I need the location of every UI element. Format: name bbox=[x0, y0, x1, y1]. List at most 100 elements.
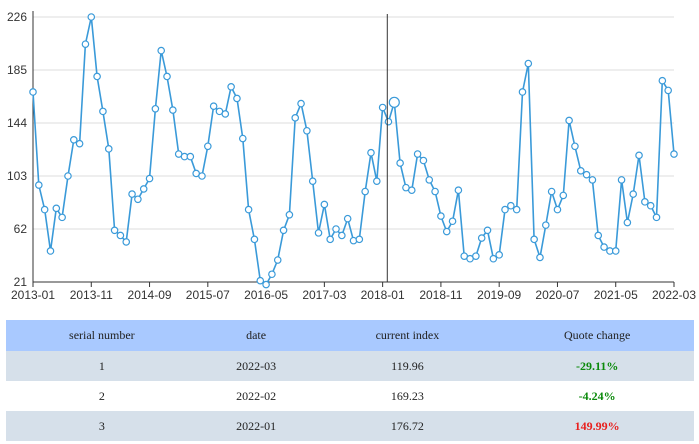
data-point bbox=[388, 96, 400, 108]
x-tick-label: 2016-05 bbox=[244, 288, 288, 302]
x-tick-label: 2019-09 bbox=[477, 288, 521, 302]
data-point bbox=[343, 214, 352, 223]
y-tick-label: 144 bbox=[7, 116, 27, 130]
data-point bbox=[396, 159, 404, 167]
x-tick-label: 2020-07 bbox=[535, 288, 579, 302]
data-point bbox=[419, 156, 428, 165]
y-axis: 21 62 103 144 185 226 bbox=[7, 10, 34, 289]
data-point bbox=[46, 247, 55, 255]
x-tick-label: 2018-11 bbox=[419, 288, 462, 302]
cell-change: -29.11% bbox=[500, 351, 694, 381]
data-point bbox=[291, 114, 300, 122]
data-point bbox=[489, 254, 498, 263]
data-point bbox=[384, 117, 393, 126]
cell-date: 2022-03 bbox=[197, 351, 315, 381]
cell-index: 119.96 bbox=[314, 351, 501, 381]
data-point bbox=[308, 177, 317, 185]
data-point bbox=[553, 205, 562, 214]
data-point bbox=[221, 110, 230, 118]
x-tick-label: 2021-05 bbox=[594, 288, 638, 302]
cell-serial: 1 bbox=[6, 351, 198, 381]
data-point bbox=[407, 186, 416, 195]
data-point bbox=[104, 145, 113, 153]
data-point bbox=[582, 170, 591, 179]
data-point bbox=[58, 213, 66, 222]
data-point bbox=[69, 136, 78, 144]
data-point bbox=[256, 276, 265, 285]
data-point bbox=[303, 126, 311, 135]
data-point bbox=[163, 72, 171, 81]
data-point bbox=[122, 238, 131, 246]
cell-index: 176.72 bbox=[314, 411, 501, 441]
data-point bbox=[227, 83, 235, 91]
data-point bbox=[670, 150, 678, 158]
data-point bbox=[314, 229, 323, 237]
data-point bbox=[437, 212, 445, 220]
data-point bbox=[186, 152, 195, 161]
data-point bbox=[297, 99, 305, 108]
data-point bbox=[75, 139, 84, 148]
data-point bbox=[204, 142, 212, 151]
y-tick-label: 62 bbox=[14, 222, 28, 236]
data-point bbox=[664, 86, 672, 95]
x-tick-label: 2014-09 bbox=[128, 288, 172, 302]
data-point bbox=[250, 235, 259, 244]
data-point bbox=[512, 205, 521, 214]
x-tick-label: 2013-11 bbox=[70, 288, 113, 302]
x-axis: 2013-01 2013-11 2014-09 2015-07 2016-05 2017-… bbox=[11, 281, 696, 302]
data-point bbox=[442, 227, 451, 236]
header-serial-number: serial number bbox=[6, 320, 198, 351]
x-tick-label: 2018-01 bbox=[361, 288, 405, 302]
series-index bbox=[29, 13, 678, 289]
data-point bbox=[547, 187, 556, 196]
cell-serial: 3 bbox=[6, 411, 198, 441]
data-point bbox=[52, 204, 61, 213]
data-point bbox=[320, 200, 329, 209]
data-point bbox=[233, 94, 241, 103]
data-point bbox=[629, 190, 638, 198]
data-point bbox=[507, 201, 515, 210]
data-point bbox=[262, 280, 270, 289]
data-point bbox=[238, 134, 247, 143]
data-point bbox=[29, 88, 37, 96]
data-point bbox=[35, 181, 43, 189]
data-point bbox=[611, 247, 620, 255]
x-tick-label: 2017-03 bbox=[302, 288, 346, 302]
y-tick-label: 185 bbox=[7, 63, 27, 77]
data-point bbox=[367, 148, 375, 157]
data-point bbox=[652, 213, 661, 222]
data-point bbox=[198, 172, 206, 180]
header-date: date bbox=[197, 320, 315, 351]
header-current-index: current index bbox=[314, 320, 501, 351]
data-point bbox=[617, 176, 626, 184]
data-point bbox=[128, 190, 136, 198]
data-point bbox=[285, 210, 294, 219]
data-point bbox=[413, 150, 422, 158]
data-point bbox=[273, 256, 282, 264]
data-point bbox=[332, 225, 340, 233]
table-row: 3 2022-01 176.72 149.99% bbox=[6, 411, 694, 441]
y-tick-label: 103 bbox=[7, 169, 27, 183]
table-row: 1 2022-03 119.96 -29.11% bbox=[6, 351, 694, 381]
series-line bbox=[32, 16, 675, 286]
data-point bbox=[209, 102, 218, 110]
data-point bbox=[145, 174, 154, 183]
data-point bbox=[93, 72, 101, 81]
y-tick-label: 21 bbox=[14, 275, 28, 289]
data-point bbox=[635, 151, 643, 160]
data-point bbox=[483, 226, 492, 235]
data-point bbox=[268, 270, 276, 279]
data-point bbox=[431, 187, 439, 196]
y-tick-label: 226 bbox=[7, 10, 27, 24]
data-point bbox=[116, 231, 125, 240]
data-point bbox=[169, 106, 177, 114]
table-header-row: serial number date current index Quote c… bbox=[6, 320, 694, 351]
data-point bbox=[600, 243, 608, 251]
data-point bbox=[477, 234, 486, 242]
cell-index: 169.23 bbox=[314, 381, 501, 411]
cell-change: 149.99% bbox=[500, 411, 694, 441]
data-point bbox=[40, 205, 49, 214]
data-point bbox=[588, 176, 597, 184]
data-point bbox=[355, 235, 364, 244]
